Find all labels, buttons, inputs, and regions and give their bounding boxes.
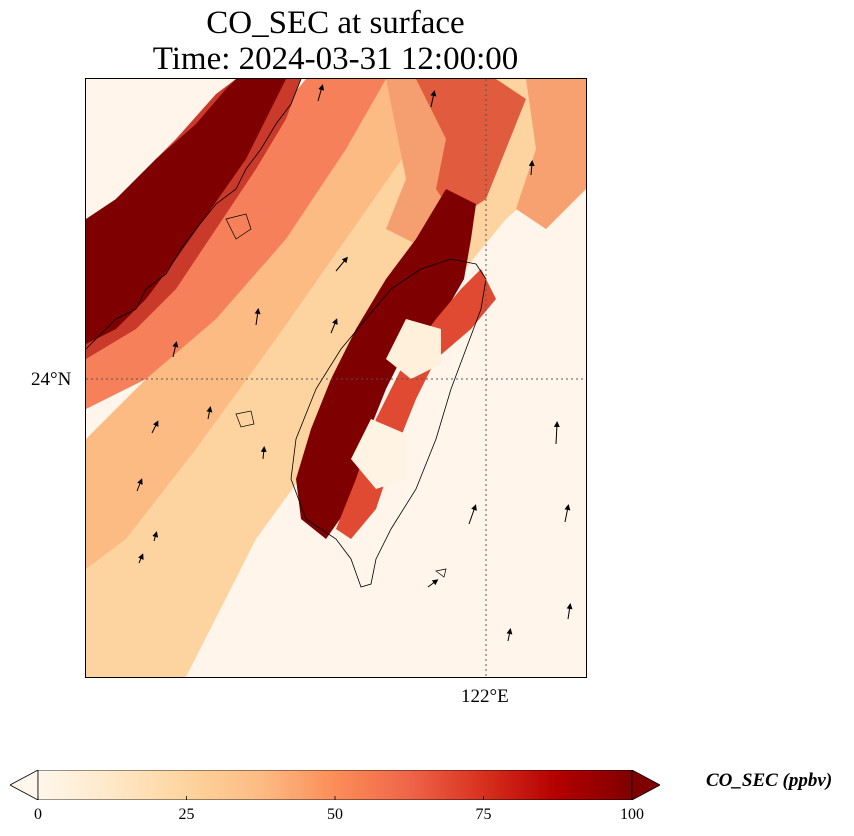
wind-vector [151, 420, 159, 434]
colorbar-tick-label: 100 [620, 806, 644, 823]
map-title-line2: Time: 2024-03-31 12:00:00 [152, 41, 519, 77]
colorbar-tick-label: 0 [34, 806, 42, 823]
wind-vector [335, 256, 348, 272]
coastline-island-3 [435, 568, 447, 578]
map-panel [85, 78, 587, 678]
wind-vectors [136, 84, 573, 642]
colorbar-extend-high [631, 770, 660, 800]
coastline-taiwan [290, 258, 487, 588]
colorbar-label: CO_SEC (ppbv) [706, 770, 833, 791]
wind-vector [138, 553, 144, 564]
co-field-east-orange [516, 79, 586, 229]
co-plume-china-coast [86, 79, 286, 344]
colorbar-tick-label: 75 [475, 806, 492, 823]
wind-vector [430, 90, 437, 108]
co-field-northeast-red [416, 79, 526, 219]
coastline-island-2 [235, 410, 255, 428]
wind-vector [564, 504, 571, 523]
colorbar [10, 770, 660, 800]
colorbar-tick-label: 25 [178, 806, 195, 823]
colorbar-gradient [37, 770, 633, 800]
latitude-label: 24°N [31, 369, 72, 390]
co-field-band-orange [86, 79, 386, 409]
wind-vector [317, 84, 325, 102]
longitude-label: 122°E [461, 686, 509, 707]
co-low-pocket-north [386, 319, 441, 379]
wind-vector [152, 531, 159, 542]
wind-vector [468, 504, 477, 525]
colorbar-extend-low [10, 770, 39, 800]
colorbar-tick-label: 50 [327, 806, 343, 823]
coastline-china [86, 79, 302, 350]
coastline-island-1 [225, 213, 252, 240]
co-field-band-mid [86, 79, 466, 569]
wind-vector [206, 406, 213, 420]
wind-vector [528, 160, 535, 176]
map-canvas [86, 79, 586, 677]
wind-vector [330, 318, 338, 334]
wind-vector [566, 603, 573, 620]
map-title-line1: CO_SEC at surface [206, 5, 465, 41]
wind-vector [172, 341, 179, 358]
wind-vector [506, 628, 513, 642]
wind-vector [427, 579, 439, 588]
wind-vector [136, 478, 143, 492]
co-plume-taiwan [296, 189, 476, 539]
wind-vector [254, 308, 261, 326]
wind-vector [553, 421, 560, 445]
co-low-pocket-south [351, 419, 406, 489]
wind-vector [260, 446, 267, 460]
